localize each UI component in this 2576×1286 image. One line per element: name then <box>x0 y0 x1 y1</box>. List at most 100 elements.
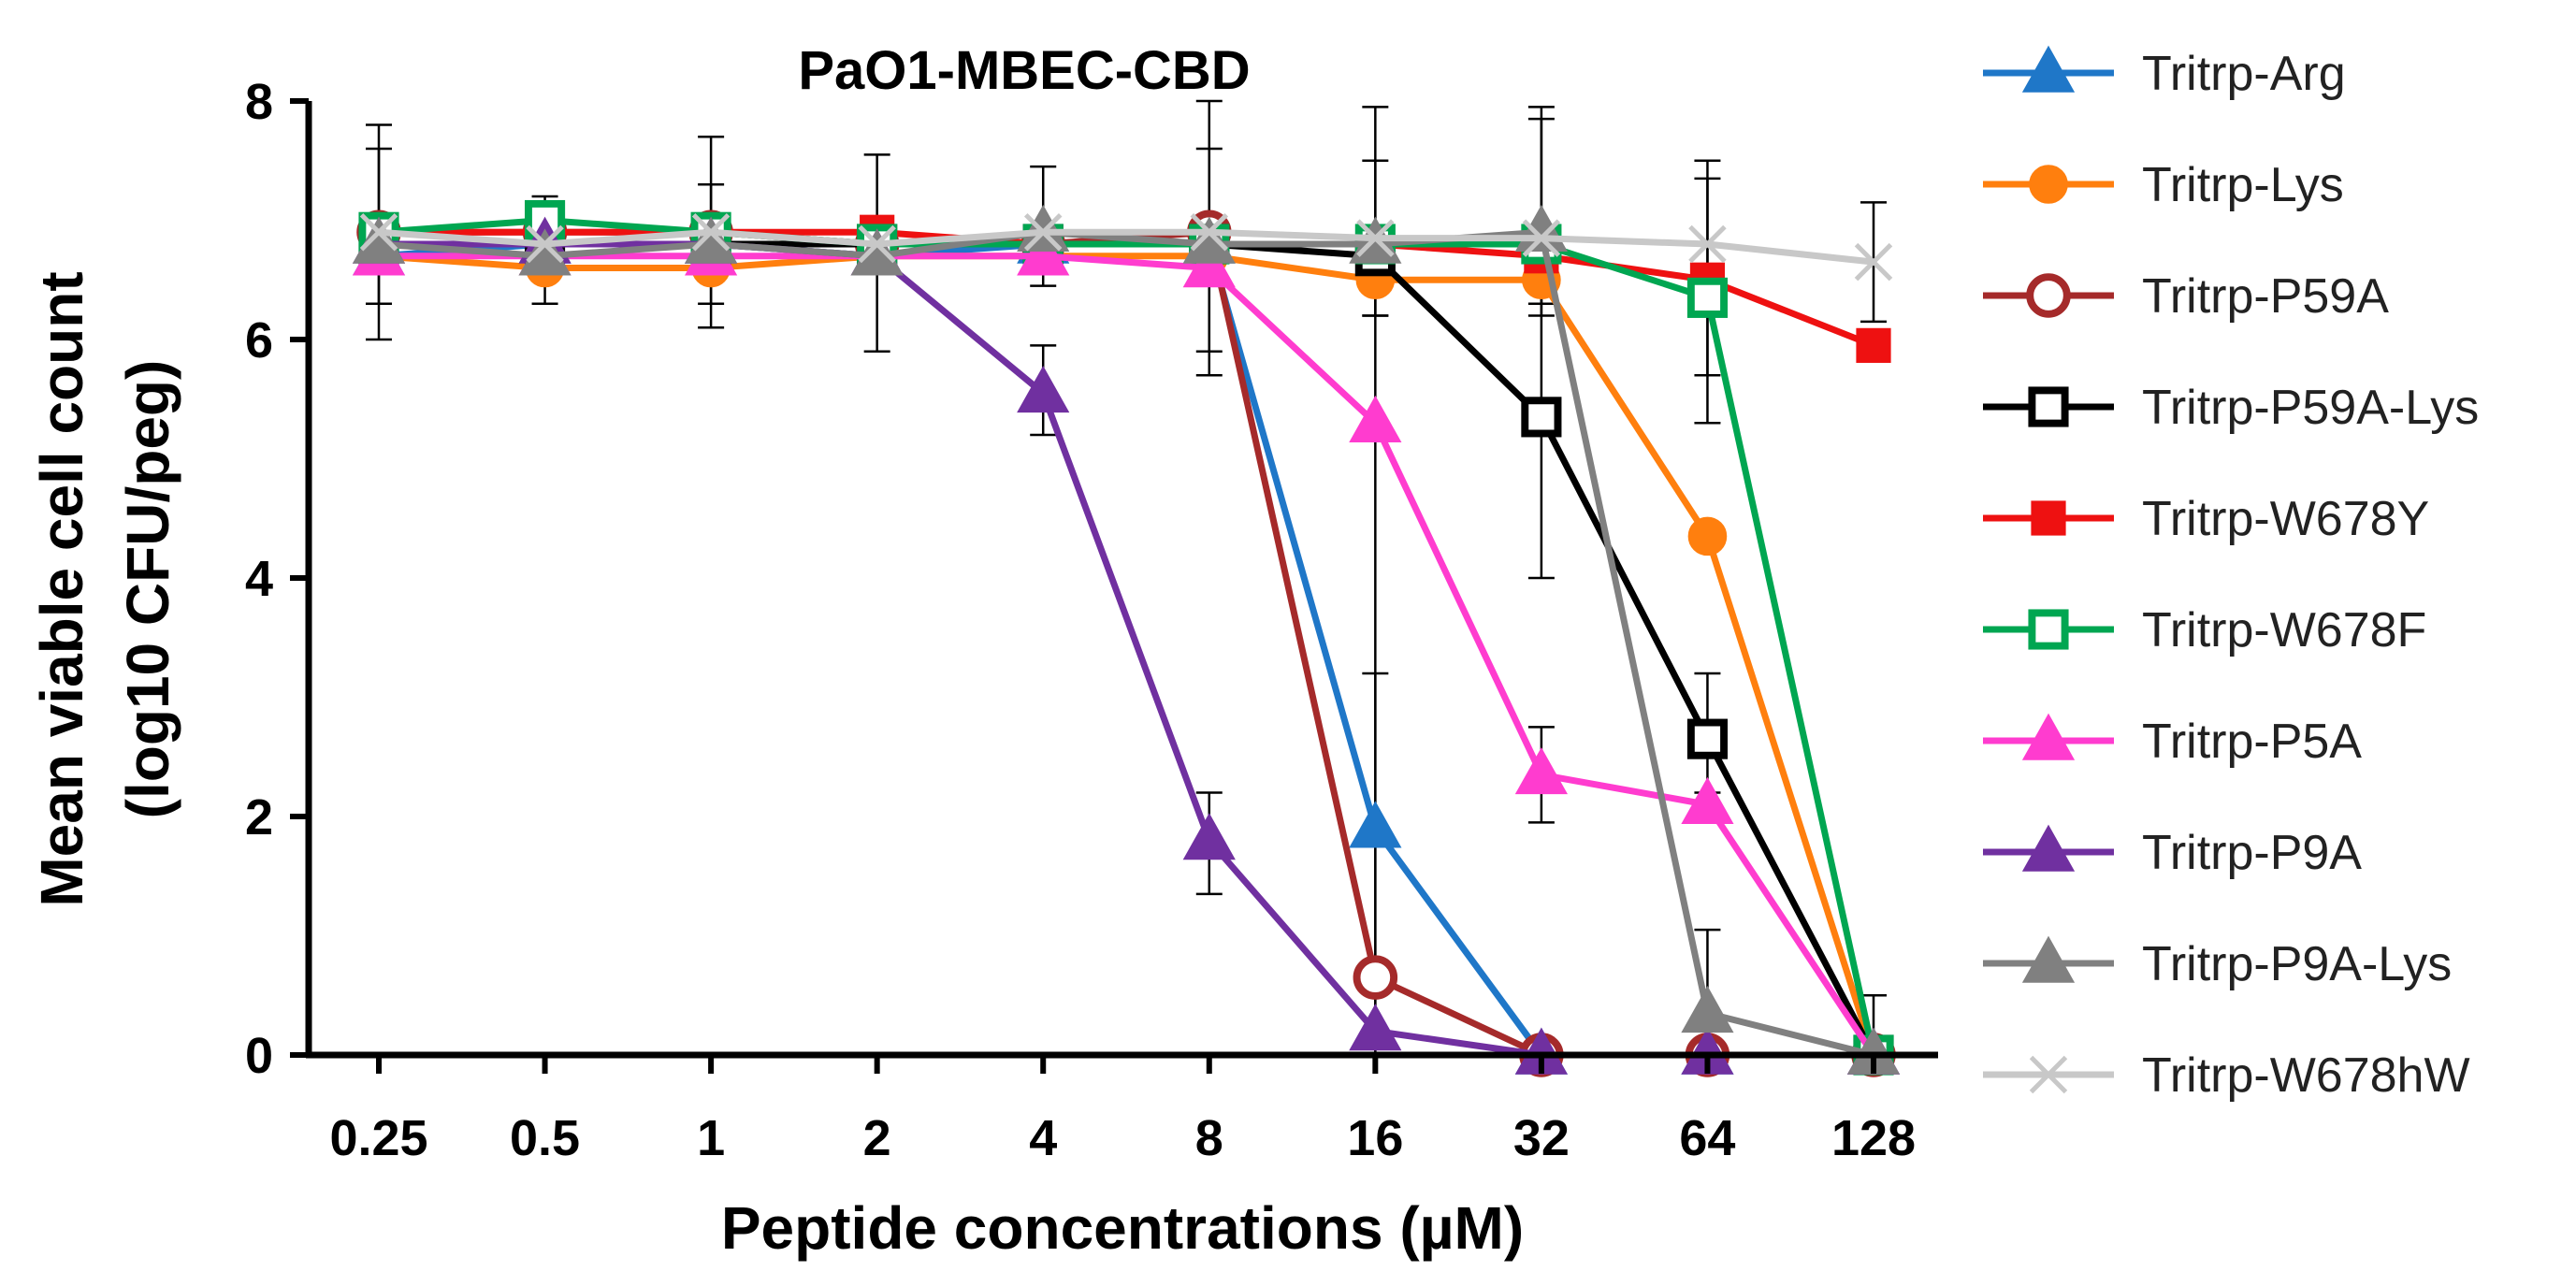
legend-marker <box>2031 500 2066 536</box>
series-tritrp-p5a <box>352 228 1901 1075</box>
data-point-tritrp-p9a-lys-0.25 <box>352 216 406 264</box>
legend-item-tritrp-w678hw: Tritrp-W678hW <box>1983 1048 2470 1103</box>
series-tritrp-p9a-lys <box>352 204 1901 1075</box>
legend-marker <box>2029 1055 2068 1094</box>
x-tick-label: 8 <box>1195 1110 1223 1166</box>
legend-item-tritrp-p9a-lys: Tritrp-P9A-Lys <box>1983 935 2452 991</box>
data-point-tritrp-p5a-8 <box>1182 240 1236 288</box>
data-point-tritrp-p9a-lys-8 <box>1182 216 1236 264</box>
legend-label: Tritrp-W678Y <box>2142 492 2429 546</box>
data-point-tritrp-p5a-64 <box>1681 776 1734 825</box>
x-tick-label: 4 <box>1029 1110 1057 1166</box>
legend-item-tritrp-w678y: Tritrp-W678Y <box>1983 492 2429 546</box>
series-tritrp-p9a <box>352 216 1901 1075</box>
legend-marker <box>2028 386 2069 427</box>
series-line-tritrp-p9a <box>379 240 1874 1059</box>
legend-item-tritrp-p59a: Tritrp-P59A <box>1983 269 2389 324</box>
data-point-tritrp-arg-16 <box>1349 801 1402 848</box>
series-line-tritrp-w678f <box>378 217 1877 1056</box>
data-point-tritrp-w678hw-128 <box>1854 242 1893 282</box>
data-point-tritrp-w678hw-32 <box>1522 219 1561 257</box>
data-point-tritrp-p9a-lys-2 <box>850 228 904 276</box>
data-point-tritrp-w678y-128 <box>1856 327 1891 363</box>
y-tick-label: 8 <box>245 74 273 130</box>
data-point-tritrp-w678hw-0.5 <box>526 224 564 264</box>
legend-label: Tritrp-Arg <box>2142 47 2346 101</box>
data-point-tritrp-w678hw-16 <box>1356 219 1395 257</box>
data-point-tritrp-p5a-4 <box>1017 228 1070 276</box>
data-point-tritrp-w678hw-4 <box>1023 213 1063 252</box>
x-tick-label: 128 <box>1831 1110 1916 1166</box>
legend-item-tritrp-arg: Tritrp-Arg <box>1983 45 2346 101</box>
x-tick-label: 64 <box>1679 1110 1735 1166</box>
x-tick-labels: 0.25 0.5 1 2 4 8 16 32 64 128 <box>329 1055 1916 1166</box>
data-point-tritrp-p9a-lys-64 <box>1681 986 1734 1033</box>
series-tritrp-w678hw <box>359 213 1893 282</box>
x-tick-label: 0.5 <box>510 1110 580 1166</box>
data-point-tritrp-w678hw-64 <box>1688 224 1727 264</box>
data-point-tritrp-w678f-64 <box>1686 277 1729 318</box>
series-line-tritrp-p59a-lys <box>379 240 1877 1057</box>
series-tritrp-w678f <box>358 199 1894 1076</box>
data-point-tritrp-p9a-lys-0.5 <box>518 228 572 276</box>
data-point-tritrp-w678hw-2 <box>858 224 896 264</box>
legend-label: Tritrp-P9A <box>2142 826 2362 880</box>
data-point-tritrp-p59a-16 <box>1353 955 1398 1000</box>
legend-label: Tritrp-P9A-Lys <box>2142 937 2452 991</box>
data-point-tritrp-p5a-16 <box>1349 395 1402 443</box>
data-point-tritrp-p9a-lys-4 <box>1017 204 1070 253</box>
series-tritrp-p59a-lys <box>358 224 1894 1076</box>
legend-item-tritrp-p5a: Tritrp-P5A <box>1983 713 2362 769</box>
series-line-tritrp-p5a <box>379 253 1876 1057</box>
legend-item-tritrp-w678f: Tritrp-W678F <box>1983 603 2426 657</box>
y-tick-label: 6 <box>245 312 273 368</box>
legend-marker <box>2021 824 2076 872</box>
legend-item-tritrp-lys: Tritrp-Lys <box>1983 158 2344 212</box>
y-tick-label: 4 <box>245 551 273 607</box>
legend-label: Tritrp-P59A-Lys <box>2142 381 2479 435</box>
legend: Tritrp-Arg Tritrp-Lys Tritrp-P59A Tritrp-P5… <box>1983 45 2479 1103</box>
data-point-tritrp-p9a-lys-1 <box>685 216 738 264</box>
y-axis-title-line1: Mean viable cell count <box>28 271 95 906</box>
data-point-tritrp-p9a-16 <box>1349 1004 1402 1051</box>
data-point-tritrp-w678hw-1 <box>691 213 731 252</box>
series-line-tritrp-w678hw <box>378 228 1874 266</box>
legend-marker <box>2029 165 2068 204</box>
series-lines <box>352 199 1901 1077</box>
legend-label: Tritrp-W678F <box>2142 603 2426 657</box>
data-point-tritrp-p5a-32 <box>1514 747 1568 795</box>
chart-title: PaO1-MBEC-CBD <box>798 40 1250 101</box>
data-point-tritrp-w678hw-0.25 <box>359 213 398 252</box>
x-tick-label: 0.25 <box>329 1110 427 1166</box>
x-tick-label: 32 <box>1513 1110 1570 1166</box>
series-line-tritrp-p59a <box>379 228 1874 1059</box>
legend-marker <box>2026 273 2071 318</box>
legend-label: Tritrp-P59A <box>2142 269 2389 324</box>
data-point-tritrp-p59a-lys-64 <box>1686 718 1729 759</box>
series-line-tritrp-lys <box>378 253 1877 1057</box>
y-tick-label: 0 <box>245 1028 273 1084</box>
series-line-tritrp-p9a-lys <box>378 228 1874 1059</box>
legend-item-tritrp-p59a-lys: Tritrp-P59A-Lys <box>1983 381 2479 435</box>
data-point-tritrp-p59a-lys-32 <box>1521 397 1562 438</box>
series-tritrp-arg <box>352 216 1901 1075</box>
series-line-tritrp-arg <box>378 240 1874 1059</box>
legend-marker <box>2028 609 2069 650</box>
data-point-tritrp-p9a-8 <box>1182 813 1236 860</box>
legend-marker <box>2021 935 2076 983</box>
y-tick-labels: 0 2 4 6 8 <box>245 74 309 1084</box>
legend-marker <box>2021 45 2076 93</box>
legend-marker <box>2021 713 2076 760</box>
data-point-tritrp-lys-64 <box>1687 516 1728 556</box>
y-axis-title-line2: (log10 CFU/peg) <box>114 360 181 819</box>
x-tick-label: 1 <box>697 1110 725 1166</box>
y-tick-label: 2 <box>245 789 273 845</box>
legend-label: Tritrp-W678hW <box>2142 1048 2470 1103</box>
x-tick-label: 16 <box>1347 1110 1403 1166</box>
series-tritrp-p59a <box>356 210 1896 1077</box>
legend-label: Tritrp-P5A <box>2142 715 2362 769</box>
x-axis-title: Peptide concentrations (µM) <box>721 1194 1524 1262</box>
data-point-tritrp-w678hw-8 <box>1190 213 1229 252</box>
legend-item-tritrp-p9a: Tritrp-P9A <box>1983 824 2362 880</box>
